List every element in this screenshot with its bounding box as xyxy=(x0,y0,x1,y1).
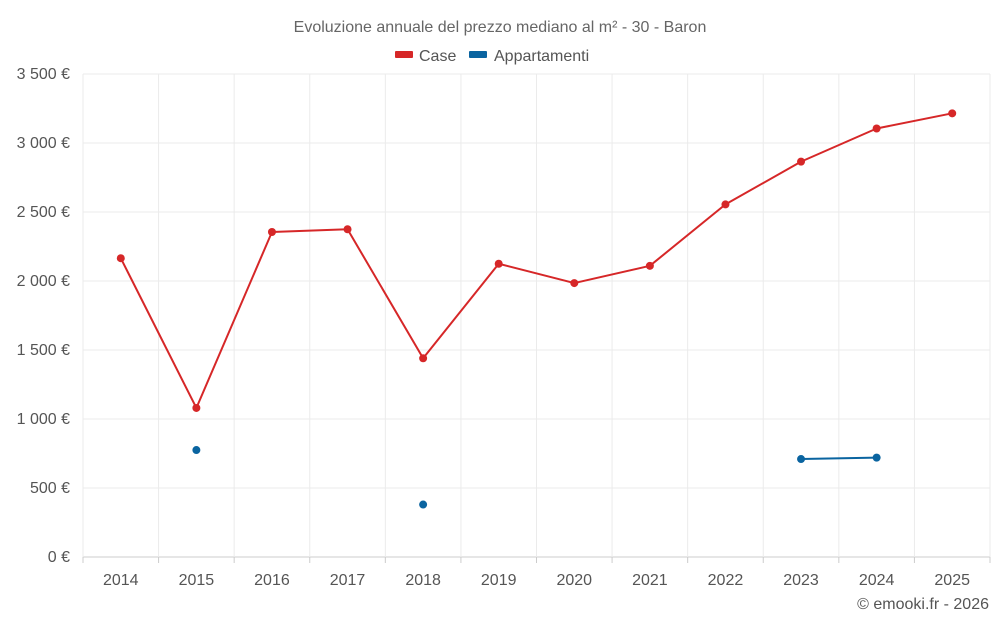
data-point-case-2018[interactable] xyxy=(419,354,428,363)
y-tick-label: 1 000 € xyxy=(17,411,70,428)
series-line-appartamenti xyxy=(800,456,878,461)
x-tick-label: 2019 xyxy=(481,572,517,589)
legend-item-appartamenti[interactable]: Appartamenti xyxy=(469,48,589,65)
x-tick-label: 2017 xyxy=(330,572,366,589)
x-axis-labels: 2014 2015 2016 2017 2018 2019 2020 2021 2022 2023… xyxy=(103,572,970,589)
data-point-case-2025[interactable] xyxy=(948,109,957,118)
credit-text: © emooki.fr - 2026 xyxy=(857,596,989,613)
data-point-case-2024[interactable] xyxy=(872,124,881,133)
x-tick-label: 2014 xyxy=(103,572,139,589)
y-tick-label: 0 € xyxy=(48,549,70,566)
series-layer xyxy=(116,109,957,509)
series-appartamenti xyxy=(192,446,881,509)
y-tick-label: 2 500 € xyxy=(17,204,70,221)
x-tick-label: 2025 xyxy=(934,572,970,589)
x-tick-label: 2023 xyxy=(783,572,819,589)
y-tick-label: 2 000 € xyxy=(17,273,70,290)
data-point-case-2017[interactable] xyxy=(343,225,352,234)
data-point-appartamenti-2015[interactable] xyxy=(192,446,201,455)
series-case xyxy=(116,109,957,412)
x-tick-label: 2015 xyxy=(179,572,215,589)
x-gridlines xyxy=(82,74,991,563)
series-line-case xyxy=(119,112,954,409)
x-tick-label: 2024 xyxy=(859,572,895,589)
x-tick-label: 2018 xyxy=(405,572,441,589)
data-point-case-2022[interactable] xyxy=(721,200,730,209)
y-tick-label: 500 € xyxy=(30,480,70,497)
y-tick-label: 3 000 € xyxy=(17,135,70,152)
x-tick-label: 2016 xyxy=(254,572,290,589)
legend-label-case: Case xyxy=(419,48,456,65)
data-point-appartamenti-2024[interactable] xyxy=(872,453,881,462)
data-point-appartamenti-2023[interactable] xyxy=(797,455,806,464)
chart-title: Evoluzione annuale del prezzo mediano al… xyxy=(294,19,707,36)
data-point-case-2020[interactable] xyxy=(570,279,579,288)
x-tick-label: 2020 xyxy=(556,572,592,589)
legend-label-appartamenti: Appartamenti xyxy=(494,48,589,65)
x-tick-label: 2021 xyxy=(632,572,668,589)
legend: Case Appartamenti xyxy=(395,48,589,65)
data-point-case-2023[interactable] xyxy=(797,157,806,166)
y-tick-label: 3 500 € xyxy=(17,66,70,83)
legend-item-case[interactable]: Case xyxy=(395,48,456,65)
legend-swatch-case xyxy=(395,51,413,58)
y-tick-label: 1 500 € xyxy=(17,342,70,359)
data-point-case-2021[interactable] xyxy=(645,261,654,270)
data-point-appartamenti-2018[interactable] xyxy=(419,500,428,509)
legend-swatch-appartamenti xyxy=(469,51,487,58)
y-axis-labels: 0 € 500 € 1 000 € 1 500 € 2 000 € 2 500 € 3 00… xyxy=(17,66,70,566)
data-point-case-2019[interactable] xyxy=(494,259,503,268)
data-point-case-2016[interactable] xyxy=(267,228,276,237)
data-point-case-2015[interactable] xyxy=(192,403,201,412)
data-point-case-2014[interactable] xyxy=(116,254,125,263)
x-tick-label: 2022 xyxy=(708,572,744,589)
